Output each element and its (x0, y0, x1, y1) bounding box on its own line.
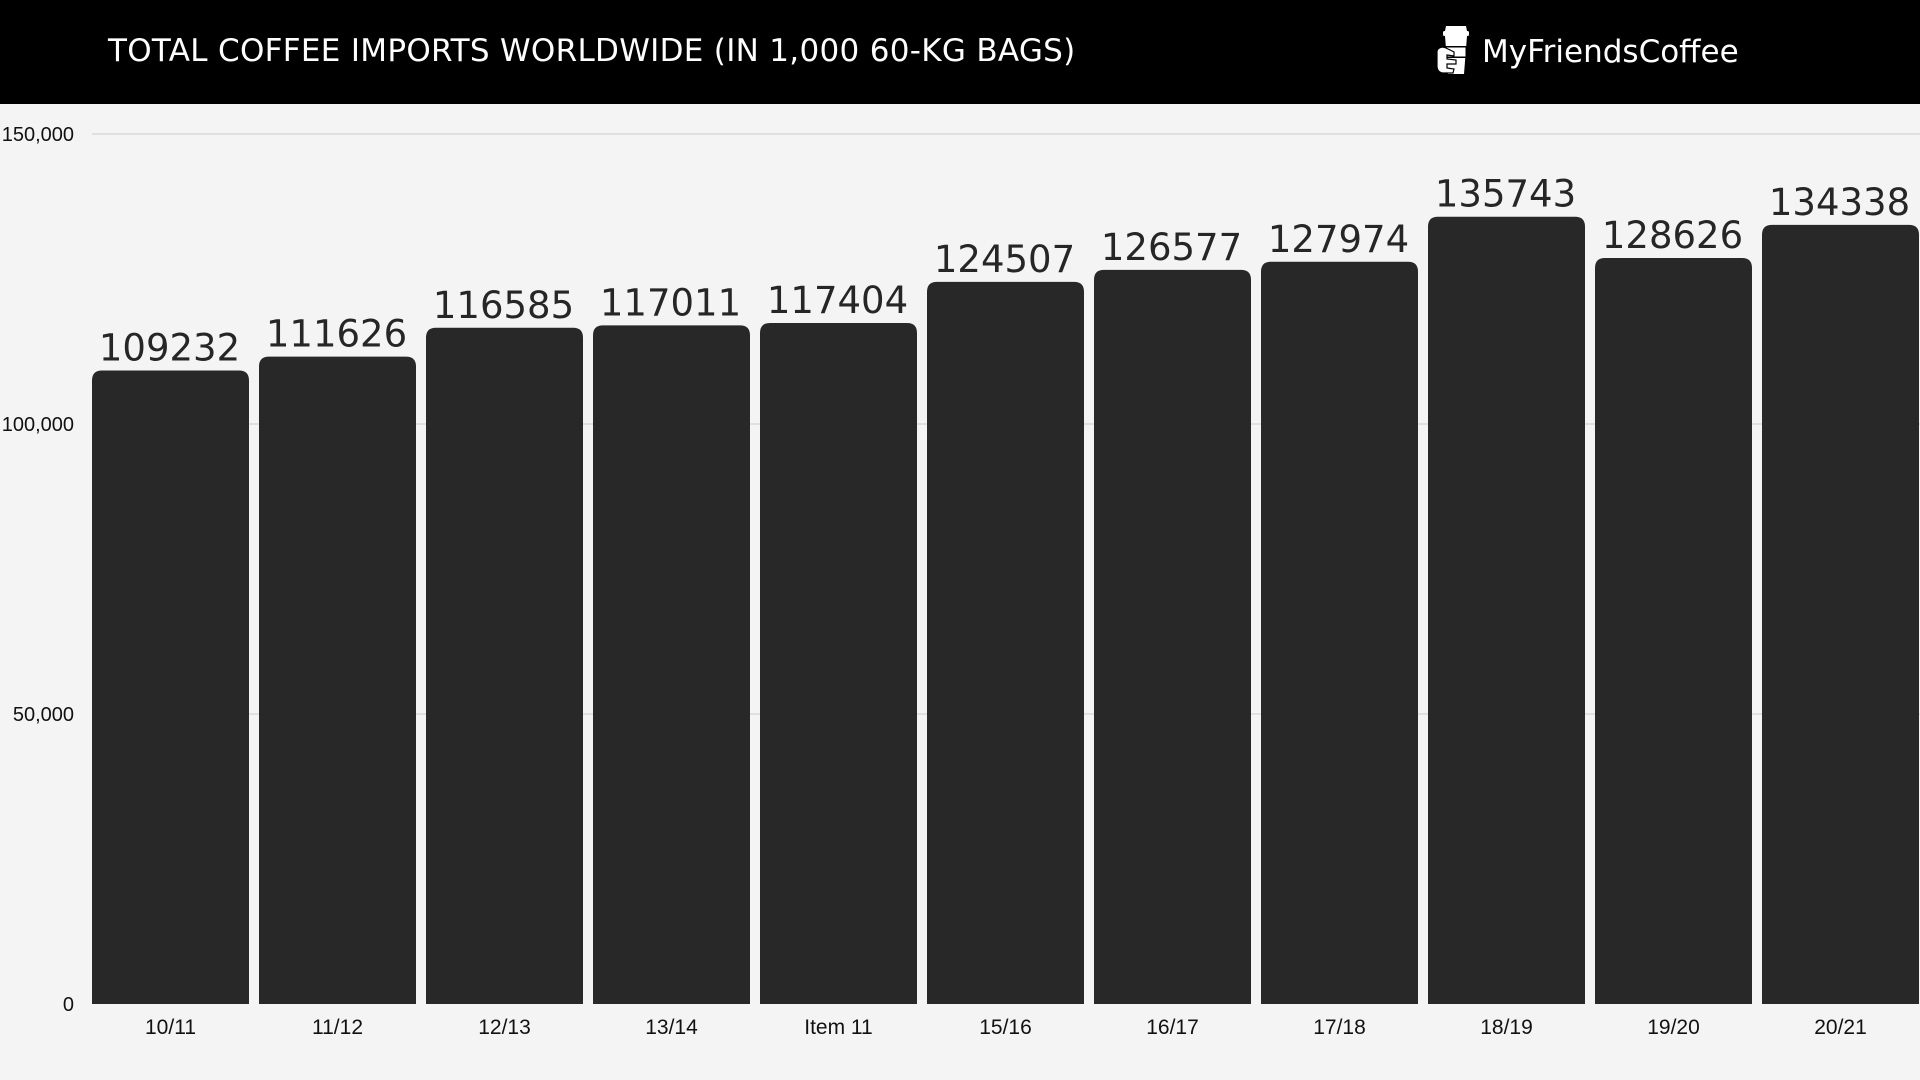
y-axis-ticks: 0 50,000 100,000 150,000 (2, 124, 74, 1016)
bar[interactable] (1094, 269, 1251, 1004)
data-label: 116585 (433, 284, 574, 327)
chart-title: TOTAL COFFEE IMPORTS WORLDWIDE (IN 1,000… (108, 33, 1076, 69)
x-axis-ticks: 10/11 11/12 12/13 13/14 Item 11 15/16 16/17 17/… (145, 1016, 1867, 1039)
y-tick-label: 0 (63, 994, 74, 1016)
x-tick-label: 17/18 (1313, 1016, 1366, 1039)
x-tick-label: Item 11 (804, 1016, 872, 1039)
y-tick-label: 150,000 (2, 124, 74, 146)
bar[interactable] (92, 370, 249, 1004)
x-tick-label: 20/21 (1814, 1016, 1867, 1039)
x-tick-label: 15/16 (979, 1016, 1032, 1039)
x-tick-label: 13/14 (645, 1016, 698, 1039)
data-label: 111626 (266, 313, 407, 356)
bar[interactable] (259, 356, 416, 1004)
x-tick-label: 10/11 (145, 1016, 196, 1039)
bar[interactable] (1595, 257, 1752, 1004)
x-tick-label: 19/20 (1647, 1016, 1700, 1039)
bar[interactable] (927, 281, 1084, 1005)
data-labels: 109232 111626 116585 117011 117404 124507 1265… (99, 173, 1910, 370)
data-label: 109232 (99, 326, 240, 369)
y-tick-label: 100,000 (2, 414, 74, 436)
bars (92, 216, 1919, 1005)
data-label: 127974 (1268, 218, 1409, 261)
bar-chart: 0 50,000 100,000 150,000 109232 111626 116585… (2, 124, 1920, 1039)
x-tick-label: 16/17 (1146, 1016, 1199, 1039)
data-label: 117404 (767, 279, 908, 322)
brand-name: MyFriendsCoffee (1482, 34, 1739, 70)
x-tick-label: 18/19 (1480, 1016, 1533, 1039)
data-label: 124507 (934, 238, 1075, 281)
bar[interactable] (1762, 224, 1919, 1004)
data-label: 134338 (1769, 181, 1910, 224)
header-bar: TOTAL COFFEE IMPORTS WORLDWIDE (IN 1,000… (0, 0, 1920, 104)
bar[interactable] (1428, 216, 1585, 1004)
y-tick-label: 50,000 (13, 704, 74, 726)
x-tick-label: 11/12 (312, 1016, 363, 1039)
bar[interactable] (1261, 261, 1418, 1004)
bar[interactable] (593, 325, 750, 1004)
data-label: 126577 (1101, 226, 1242, 269)
bar[interactable] (426, 327, 583, 1004)
x-tick-label: 12/13 (478, 1016, 531, 1039)
data-label: 135743 (1435, 173, 1576, 216)
brand-logo[interactable]: MyFriendsCoffee (1434, 24, 1739, 80)
bar[interactable] (760, 323, 917, 1005)
data-label: 117011 (600, 281, 741, 324)
coffee-cup-in-hand-icon (1436, 26, 1469, 74)
data-label: 128626 (1602, 214, 1743, 257)
